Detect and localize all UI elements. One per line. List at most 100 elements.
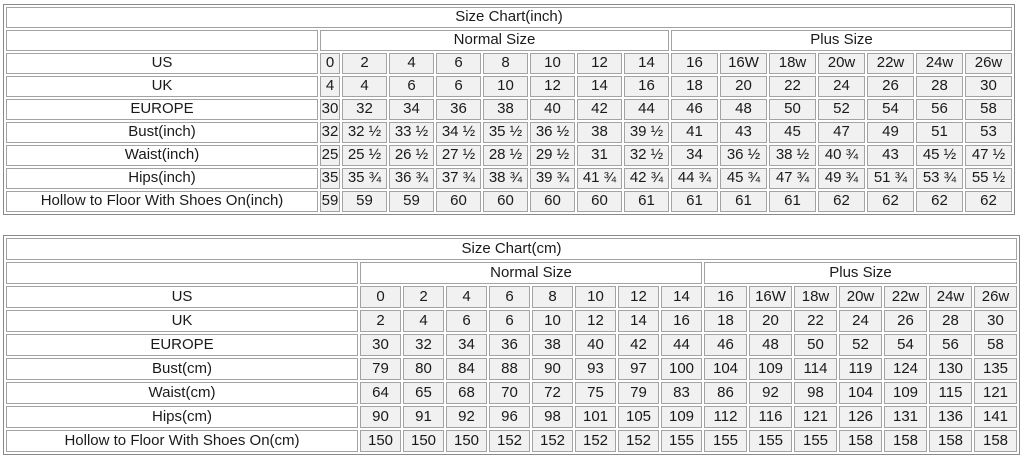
title-row: Size Chart(inch) bbox=[6, 7, 1012, 28]
size-cell: 86 bbox=[704, 382, 747, 404]
size-cell: 72 bbox=[532, 382, 573, 404]
size-cell: 25 ½ bbox=[342, 145, 387, 166]
table-row: Hollow to Floor With Shoes On(inch) 59 59 5… bbox=[6, 191, 1012, 212]
size-cell: 64 bbox=[360, 382, 401, 404]
size-cell: 98 bbox=[532, 406, 573, 428]
size-cell: 32 bbox=[320, 122, 340, 143]
size-cell: 34 bbox=[389, 99, 434, 120]
size-cell: 46 bbox=[671, 99, 718, 120]
size-cell: 152 bbox=[575, 430, 616, 452]
row-label: Hips(cm) bbox=[6, 406, 358, 428]
size-cell: 61 bbox=[624, 191, 669, 212]
size-cell: 39 ½ bbox=[624, 122, 669, 143]
title-row: Size Chart(cm) bbox=[6, 238, 1017, 260]
size-cell: 12 bbox=[575, 310, 616, 332]
size-cell: 22 bbox=[769, 76, 816, 97]
size-cell: 8 bbox=[532, 286, 573, 308]
size-cell: 34 bbox=[671, 145, 718, 166]
size-cell: 32 bbox=[403, 334, 444, 356]
table-row: UK 4 4 6 6 10 12 14 16 18 20 22 24 26 28 30 bbox=[6, 76, 1012, 97]
size-cell: 62 bbox=[818, 191, 865, 212]
size-cell: 53 ¾ bbox=[916, 168, 963, 189]
blank-corner-cell bbox=[6, 30, 318, 51]
table-row: US 0 2 4 6 8 10 12 14 16 16W 18w 20w 22w 24w 26w bbox=[6, 53, 1012, 74]
size-cell: 45 ½ bbox=[916, 145, 963, 166]
size-cell: 124 bbox=[884, 358, 927, 380]
size-cell: 29 ½ bbox=[530, 145, 575, 166]
size-cell: 58 bbox=[974, 334, 1017, 356]
size-cell: 43 bbox=[867, 145, 914, 166]
size-cell: 48 bbox=[749, 334, 792, 356]
group-header-normal-size: Normal Size bbox=[320, 30, 669, 51]
size-cell: 20 bbox=[720, 76, 767, 97]
size-cell: 28 ½ bbox=[483, 145, 528, 166]
table-title: Size Chart(cm) bbox=[6, 238, 1017, 260]
row-label: UK bbox=[6, 76, 318, 97]
size-cell: 155 bbox=[749, 430, 792, 452]
size-cell: 79 bbox=[360, 358, 401, 380]
size-cell: 45 bbox=[769, 122, 816, 143]
size-cell: 4 bbox=[403, 310, 444, 332]
size-cell: 121 bbox=[974, 382, 1017, 404]
size-cell: 27 ½ bbox=[436, 145, 481, 166]
size-cell: 0 bbox=[360, 286, 401, 308]
size-cell: 45 ¾ bbox=[720, 168, 767, 189]
size-cell: 26 bbox=[867, 76, 914, 97]
size-cell: 43 bbox=[720, 122, 767, 143]
size-cell: 158 bbox=[884, 430, 927, 452]
size-cell: 109 bbox=[884, 382, 927, 404]
size-cell: 4 bbox=[342, 76, 387, 97]
size-cell: 53 bbox=[965, 122, 1012, 143]
size-cell: 155 bbox=[661, 430, 702, 452]
size-cell: 109 bbox=[749, 358, 792, 380]
size-cell: 131 bbox=[884, 406, 927, 428]
size-cell: 8 bbox=[483, 53, 528, 74]
size-cell: 14 bbox=[577, 76, 622, 97]
size-cell: 16 bbox=[671, 53, 718, 74]
size-cell: 36 ½ bbox=[530, 122, 575, 143]
size-cell: 10 bbox=[532, 310, 573, 332]
size-cell: 56 bbox=[916, 99, 963, 120]
size-cell: 16W bbox=[720, 53, 767, 74]
size-cell: 150 bbox=[360, 430, 401, 452]
size-cell: 60 bbox=[577, 191, 622, 212]
table-row: US 0 2 4 6 8 10 12 14 16 16W 18w 20w 22w 24w 26w bbox=[6, 286, 1017, 308]
size-cell: 10 bbox=[483, 76, 528, 97]
size-cell: 6 bbox=[389, 76, 434, 97]
size-cell: 4 bbox=[446, 286, 487, 308]
size-cell: 141 bbox=[974, 406, 1017, 428]
size-cell: 50 bbox=[769, 99, 816, 120]
size-cell: 30 bbox=[360, 334, 401, 356]
size-cell: 80 bbox=[403, 358, 444, 380]
size-cell: 150 bbox=[446, 430, 487, 452]
size-cell: 121 bbox=[794, 406, 837, 428]
group-header-normal-size: Normal Size bbox=[360, 262, 702, 284]
size-cell: 58 bbox=[965, 99, 1012, 120]
size-cell: 55 ½ bbox=[965, 168, 1012, 189]
table-row: Bust(inch) 32 32 ½ 33 ½ 34 ½ 35 ½ 36 ½ 38 39 ½ 41… bbox=[6, 122, 1012, 143]
size-cell: 47 bbox=[818, 122, 865, 143]
size-cell: 130 bbox=[929, 358, 972, 380]
blank-corner-cell bbox=[6, 262, 358, 284]
table-row: Hollow to Floor With Shoes On(cm) 150 150 1… bbox=[6, 430, 1017, 452]
size-cell: 48 bbox=[720, 99, 767, 120]
size-cell: 34 ½ bbox=[436, 122, 481, 143]
size-cell: 61 bbox=[720, 191, 767, 212]
table-row: Hips(inch) 35 35 ¾ 36 ¾ 37 ¾ 38 ¾ 39 ¾ 41 ¾ 42 ¾… bbox=[6, 168, 1012, 189]
size-cell: 16 bbox=[624, 76, 669, 97]
size-cell: 38 ½ bbox=[769, 145, 816, 166]
size-cell: 152 bbox=[532, 430, 573, 452]
size-cell: 28 bbox=[916, 76, 963, 97]
size-cell: 114 bbox=[794, 358, 837, 380]
size-cell: 36 ½ bbox=[720, 145, 767, 166]
size-cell: 32 bbox=[342, 99, 387, 120]
size-cell: 152 bbox=[489, 430, 530, 452]
size-cell: 136 bbox=[929, 406, 972, 428]
size-cell: 10 bbox=[530, 53, 575, 74]
size-cell: 37 ¾ bbox=[436, 168, 481, 189]
size-cell: 44 bbox=[661, 334, 702, 356]
size-cell: 20 bbox=[749, 310, 792, 332]
row-label: US bbox=[6, 53, 318, 74]
